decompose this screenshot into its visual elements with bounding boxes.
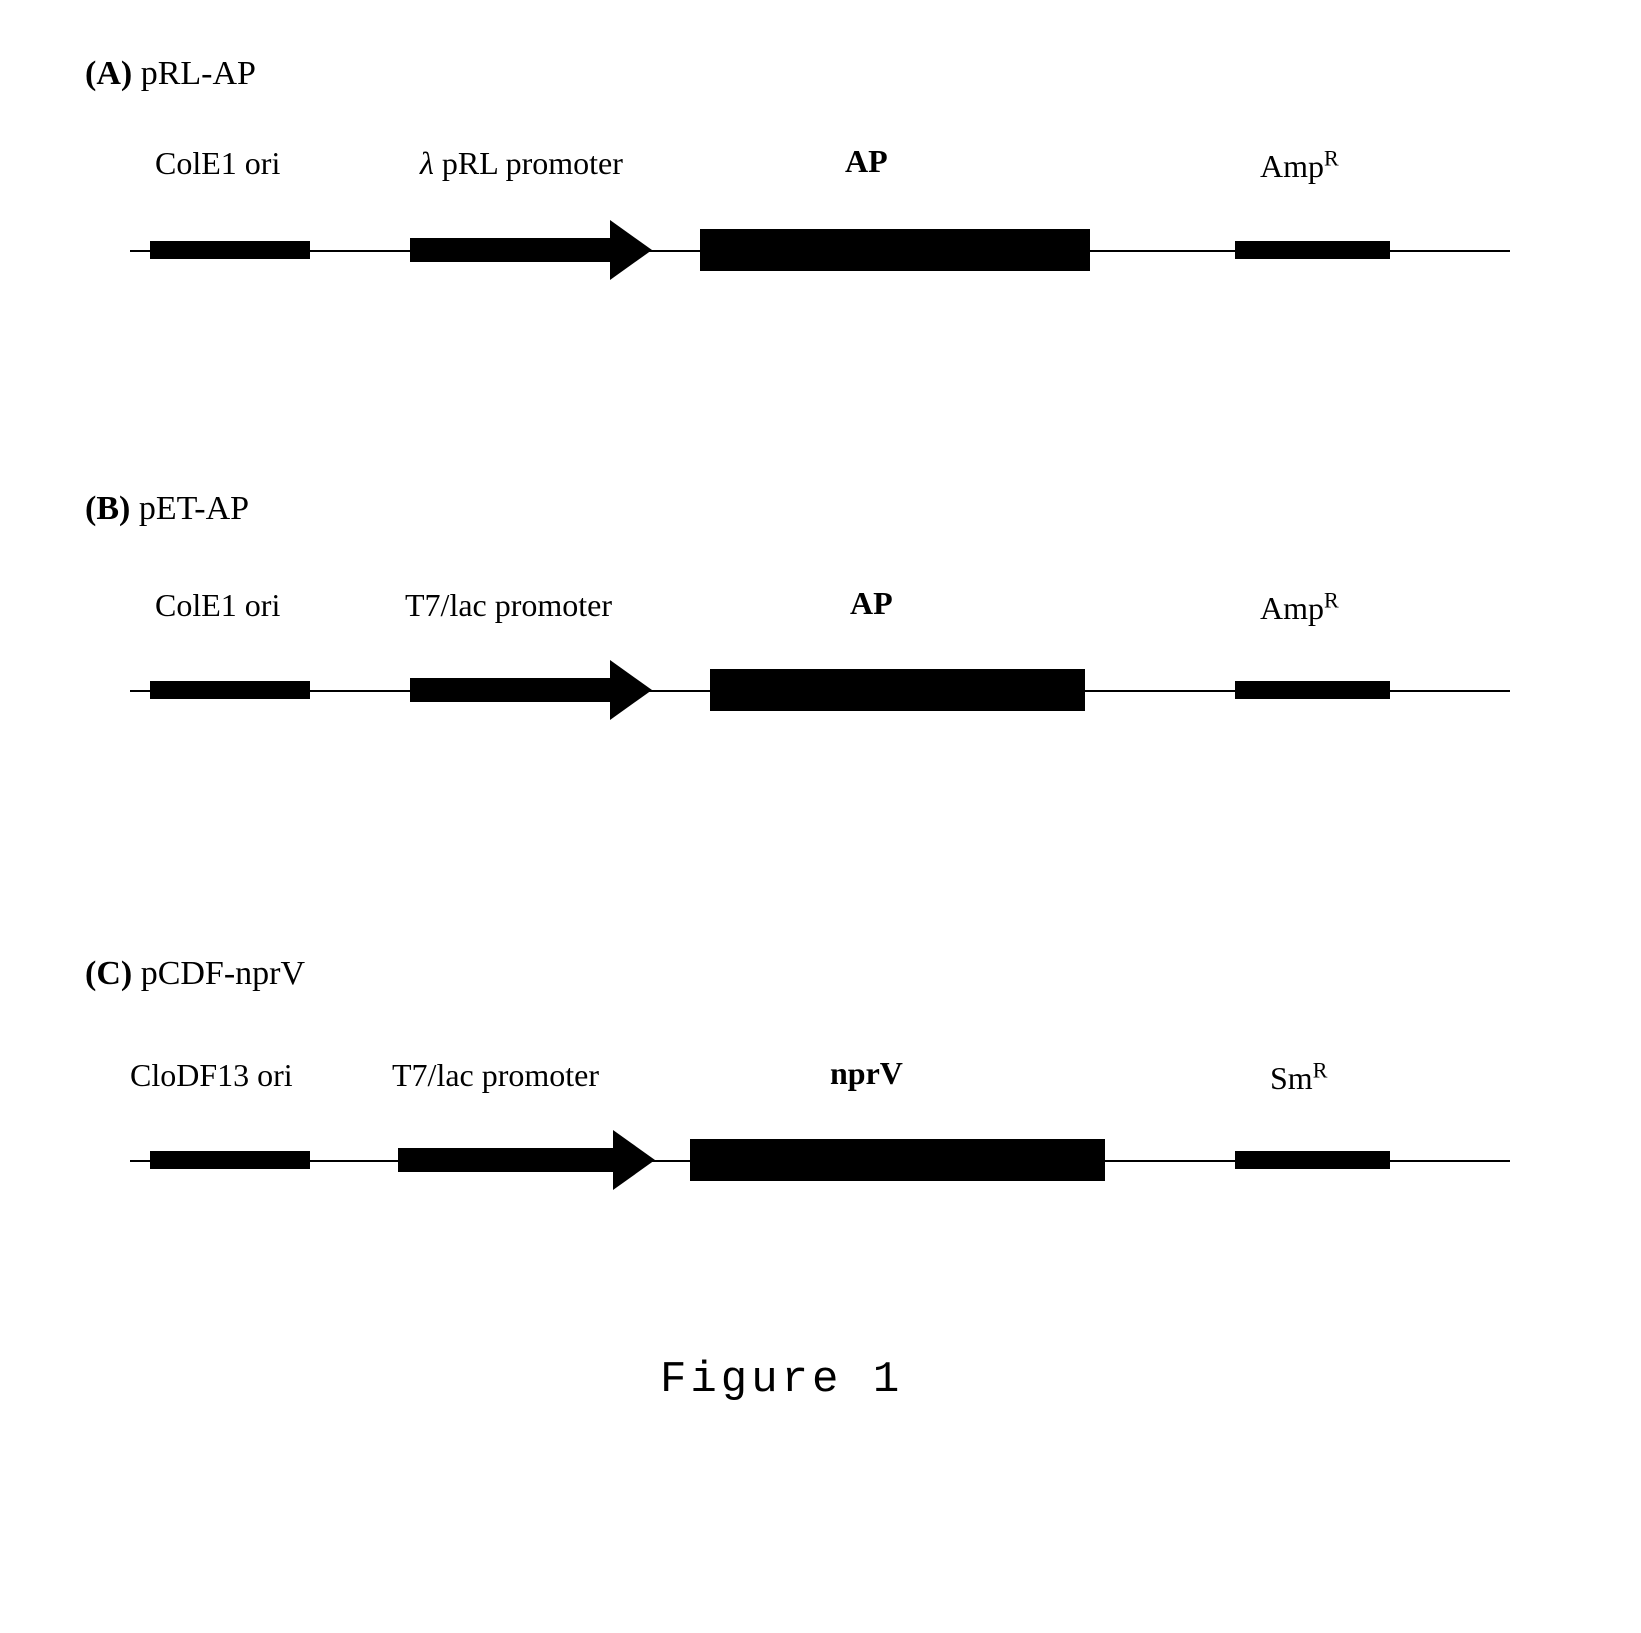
promoter-c-label: T7/lac promoter bbox=[392, 1057, 599, 1094]
map-a: ColE1 ori λ pRL promoter AP AmpR bbox=[130, 225, 1510, 275]
ori-c-block bbox=[150, 1151, 310, 1169]
promoter-c-head bbox=[613, 1130, 655, 1190]
promoter-b-body bbox=[410, 678, 610, 702]
ori-b-block bbox=[150, 681, 310, 699]
resistance-a-label: AmpR bbox=[1260, 145, 1339, 185]
section-a-title: (A) pRL-AP bbox=[85, 55, 256, 93]
resistance-b-block bbox=[1235, 681, 1390, 699]
promoter-b-label: T7/lac promoter bbox=[405, 587, 612, 624]
ori-a-label: ColE1 ori bbox=[155, 145, 280, 182]
promoter-b-head bbox=[610, 660, 652, 720]
ori-b-label: ColE1 ori bbox=[155, 587, 280, 624]
gene-b-label: AP bbox=[850, 585, 893, 622]
gene-b-block bbox=[710, 669, 1085, 711]
resistance-b-label: AmpR bbox=[1260, 587, 1339, 627]
promoter-a-head bbox=[610, 220, 652, 280]
ori-a-block bbox=[150, 241, 310, 259]
map-c: CloDF13 ori T7/lac promoter nprV SmR bbox=[130, 1135, 1510, 1185]
section-c-name: pCDF-nprV bbox=[141, 955, 305, 992]
resistance-c-block bbox=[1235, 1151, 1390, 1169]
section-a-letter: (A) bbox=[85, 55, 132, 92]
resistance-c-label: SmR bbox=[1270, 1057, 1327, 1097]
section-c-letter: (C) bbox=[85, 955, 132, 992]
ori-c-label: CloDF13 ori bbox=[130, 1057, 293, 1094]
section-a-name: pRL-AP bbox=[141, 55, 256, 92]
figure-caption: Figure 1 bbox=[660, 1355, 903, 1405]
gene-c-block bbox=[690, 1139, 1105, 1181]
section-c-title: (C) pCDF-nprV bbox=[85, 955, 305, 993]
resistance-a-block bbox=[1235, 241, 1390, 259]
gene-c-label: nprV bbox=[830, 1055, 903, 1092]
section-b-title: (B) pET-AP bbox=[85, 490, 249, 528]
promoter-a-body bbox=[410, 238, 610, 262]
gene-a-label: AP bbox=[845, 143, 888, 180]
section-b-name: pET-AP bbox=[139, 490, 249, 527]
promoter-c-body bbox=[398, 1148, 613, 1172]
promoter-a-label: λ pRL promoter bbox=[420, 145, 623, 182]
section-b-letter: (B) bbox=[85, 490, 130, 527]
map-b: ColE1 ori T7/lac promoter AP AmpR bbox=[130, 665, 1510, 715]
gene-a-block bbox=[700, 229, 1090, 271]
